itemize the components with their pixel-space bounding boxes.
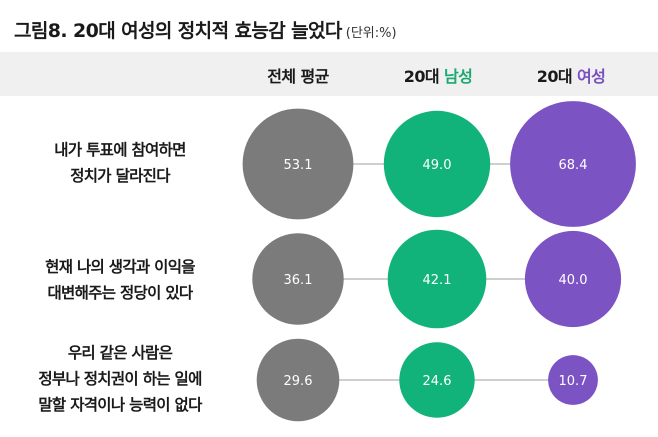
column-header-female-prefix: 20대 <box>536 67 577 86</box>
chart-title-block: 그림8. 20대 여성의 정치적 효능감 늘었다 (단위:%) <box>14 16 397 43</box>
row-label-2-line1: 현재 나의 생각과 이익을 <box>45 258 195 276</box>
column-header-female-accent: 여성 <box>576 67 606 86</box>
value-label-male-row-1: 49.0 <box>423 158 452 173</box>
value-label-avg-row-1: 53.1 <box>284 158 313 173</box>
bubble-male-row-3 <box>399 342 475 418</box>
row-label-2: 현재 나의 생각과 이익을 대변해주는 정당이 있다 <box>0 254 240 306</box>
value-label-male-row-3: 24.6 <box>423 374 452 389</box>
bubble-male-row-1 <box>383 110 491 218</box>
unit-label: (단위:%) <box>345 26 397 41</box>
value-label-avg-row-3: 29.6 <box>284 374 313 389</box>
value-label-female-row-3: 10.7 <box>559 374 588 389</box>
row-label-3: 우리 같은 사람은 정부나 정치권이 하는 일에 말할 자격이나 능력이 없다 <box>0 340 240 418</box>
column-header-avg: 전체 평균 <box>228 63 368 87</box>
column-header-male: 20대 남성 <box>368 63 508 87</box>
value-label-female-row-2: 40.0 <box>559 273 588 288</box>
bubble-female-row-1 <box>510 101 636 227</box>
column-header-band <box>0 52 658 96</box>
row-label-1-line2: 정치가 달라진다 <box>70 167 170 185</box>
row-label-3-line2: 정부나 정치권이 하는 일에 <box>38 370 202 388</box>
value-label-female-row-1: 68.4 <box>559 158 588 173</box>
row-label-1-line1: 내가 투표에 참여하면 <box>54 141 186 159</box>
bubble-avg-row-2 <box>252 233 344 325</box>
column-header-avg-label: 전체 평균 <box>267 67 329 86</box>
column-header-female: 20대 여성 <box>501 63 641 87</box>
row-label-3-line3: 말할 자격이나 능력이 없다 <box>38 396 202 414</box>
bubble-avg-row-1 <box>242 108 354 220</box>
value-label-avg-row-2: 36.1 <box>284 273 313 288</box>
row-label-1: 내가 투표에 참여하면 정치가 달라진다 <box>0 137 240 189</box>
column-header-male-prefix: 20대 <box>403 67 444 86</box>
bubble-female-row-3 <box>548 355 598 405</box>
chart-title: 그림8. 20대 여성의 정치적 효능감 늘었다 <box>14 20 342 42</box>
bubble-female-row-2 <box>524 230 622 328</box>
bubble-avg-row-3 <box>256 338 340 422</box>
row-label-3-line1: 우리 같은 사람은 <box>67 344 173 362</box>
value-label-male-row-2: 42.1 <box>423 273 452 288</box>
bubble-male-row-2 <box>387 229 487 329</box>
row-label-2-line2: 대변해주는 정당이 있다 <box>47 284 194 302</box>
column-header-male-accent: 남성 <box>443 67 473 86</box>
